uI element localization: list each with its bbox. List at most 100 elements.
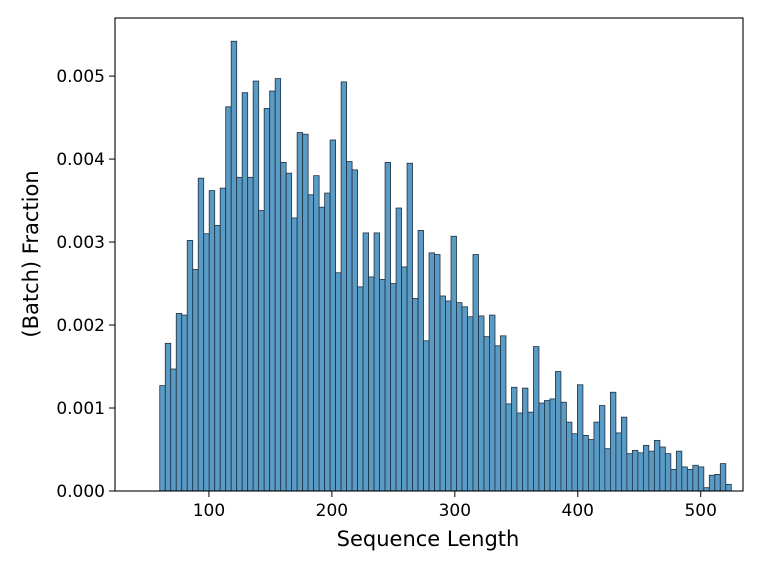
- histogram-bars: [159, 40, 732, 492]
- histogram-bar: [401, 266, 408, 492]
- histogram-bar: [395, 207, 402, 492]
- histogram-bar: [324, 192, 331, 492]
- histogram-bar: [560, 401, 567, 492]
- histogram-bar: [412, 298, 419, 492]
- histogram-bar: [379, 278, 386, 492]
- histogram-bar: [208, 190, 216, 492]
- histogram-bar: [681, 466, 688, 492]
- histogram-bar: [571, 433, 578, 492]
- histogram-bar: [516, 412, 523, 492]
- histogram-bar: [675, 450, 683, 492]
- histogram-bar: [599, 405, 606, 492]
- histogram-bar: [280, 161, 287, 492]
- histogram-bar: [483, 336, 490, 492]
- histogram-bar: [577, 384, 584, 492]
- histogram-bar: [351, 169, 359, 492]
- y-tick-label: 0.003: [56, 233, 105, 253]
- axes: 100 200 300 400 500 0.000 0.001 0.002 0.003 0.004…: [56, 17, 744, 521]
- histogram-bar: [390, 283, 397, 492]
- histogram-bar: [494, 345, 501, 492]
- histogram-bar: [274, 78, 282, 492]
- histogram-bar: [241, 92, 249, 492]
- histogram-bar: [659, 446, 666, 492]
- histogram-bar: [445, 300, 452, 492]
- histogram-bar: [555, 371, 562, 492]
- histogram-bar: [318, 206, 326, 492]
- histogram-bar: [461, 306, 468, 492]
- histogram-bar: [192, 269, 199, 492]
- histogram-bar: [214, 225, 221, 492]
- histogram-bar: [467, 316, 474, 492]
- histogram-bar: [637, 452, 644, 492]
- histogram-bar: [582, 434, 589, 492]
- y-axis-title: (Batch) Fraction: [19, 170, 43, 337]
- histogram-bar: [626, 453, 633, 492]
- histogram-bar: [159, 385, 166, 492]
- x-tick-label: 500: [684, 501, 716, 521]
- histogram-bar: [714, 473, 721, 492]
- histogram-bar: [439, 295, 446, 492]
- histogram-bar: [368, 276, 375, 492]
- histogram-bar: [384, 161, 391, 492]
- x-axis-title: Sequence Length: [337, 527, 520, 551]
- histogram-bar: [230, 40, 238, 492]
- x-tick-label: 400: [562, 501, 594, 521]
- histogram-bar: [478, 315, 485, 492]
- x-tick-label: 200: [316, 501, 348, 521]
- histogram-bar: [500, 335, 507, 492]
- histogram-bar: [181, 314, 188, 492]
- histogram-bar: [472, 254, 479, 492]
- histogram-bar: [307, 194, 315, 492]
- histogram-bar: [291, 217, 298, 492]
- histogram-bar: [373, 232, 380, 492]
- histogram-bar: [566, 421, 573, 492]
- histogram-bar: [538, 402, 545, 492]
- histogram-bar: [631, 449, 639, 492]
- histogram-bar: [434, 254, 441, 492]
- x-tick-label: 100: [193, 501, 225, 521]
- histogram-bar: [505, 403, 512, 492]
- histogram-bar: [615, 432, 622, 492]
- histogram-bar: [197, 177, 205, 492]
- histogram-bar: [175, 313, 183, 492]
- histogram-bar: [609, 391, 617, 492]
- histogram-bar: [164, 342, 172, 492]
- histogram-bar: [620, 416, 628, 492]
- histogram-bar: [522, 387, 529, 492]
- histogram-bar: [252, 80, 260, 492]
- histogram-bar: [329, 139, 337, 492]
- histogram-bar: [263, 108, 271, 492]
- histogram-bar: [642, 444, 650, 492]
- histogram-bar: [527, 411, 534, 492]
- histogram-bar: [406, 162, 413, 492]
- y-tick-label: 0.002: [56, 316, 105, 336]
- histogram-bar: [450, 235, 457, 492]
- histogram-bar: [588, 439, 595, 492]
- plot-frame: [114, 17, 744, 492]
- histogram-bar: [296, 132, 304, 492]
- y-tick-label: 0.005: [56, 67, 105, 87]
- y-tick-label: 0.001: [56, 399, 105, 419]
- histogram-bar: [170, 368, 177, 492]
- histogram-bar: [346, 161, 353, 492]
- histogram-bar: [219, 187, 227, 492]
- histogram-bar: [313, 175, 320, 492]
- histogram-bar: [692, 464, 699, 492]
- histogram-bar: [670, 469, 677, 492]
- histogram-bar: [423, 340, 430, 492]
- histogram-bar: [708, 474, 716, 492]
- histogram-bar: [653, 439, 661, 492]
- histogram-bar: [593, 421, 600, 492]
- histogram-bar: [247, 176, 254, 492]
- histogram-bar: [225, 106, 232, 492]
- histogram-bar: [511, 386, 518, 492]
- y-tick-label: 0.000: [56, 482, 105, 502]
- histogram-bar: [236, 176, 243, 492]
- histogram-bar: [428, 252, 435, 492]
- histogram-bar: [186, 239, 194, 492]
- histogram-bar: [302, 133, 309, 492]
- histogram-bar: [269, 90, 276, 492]
- histogram-bar: [362, 232, 369, 492]
- histogram-bar: [533, 346, 540, 492]
